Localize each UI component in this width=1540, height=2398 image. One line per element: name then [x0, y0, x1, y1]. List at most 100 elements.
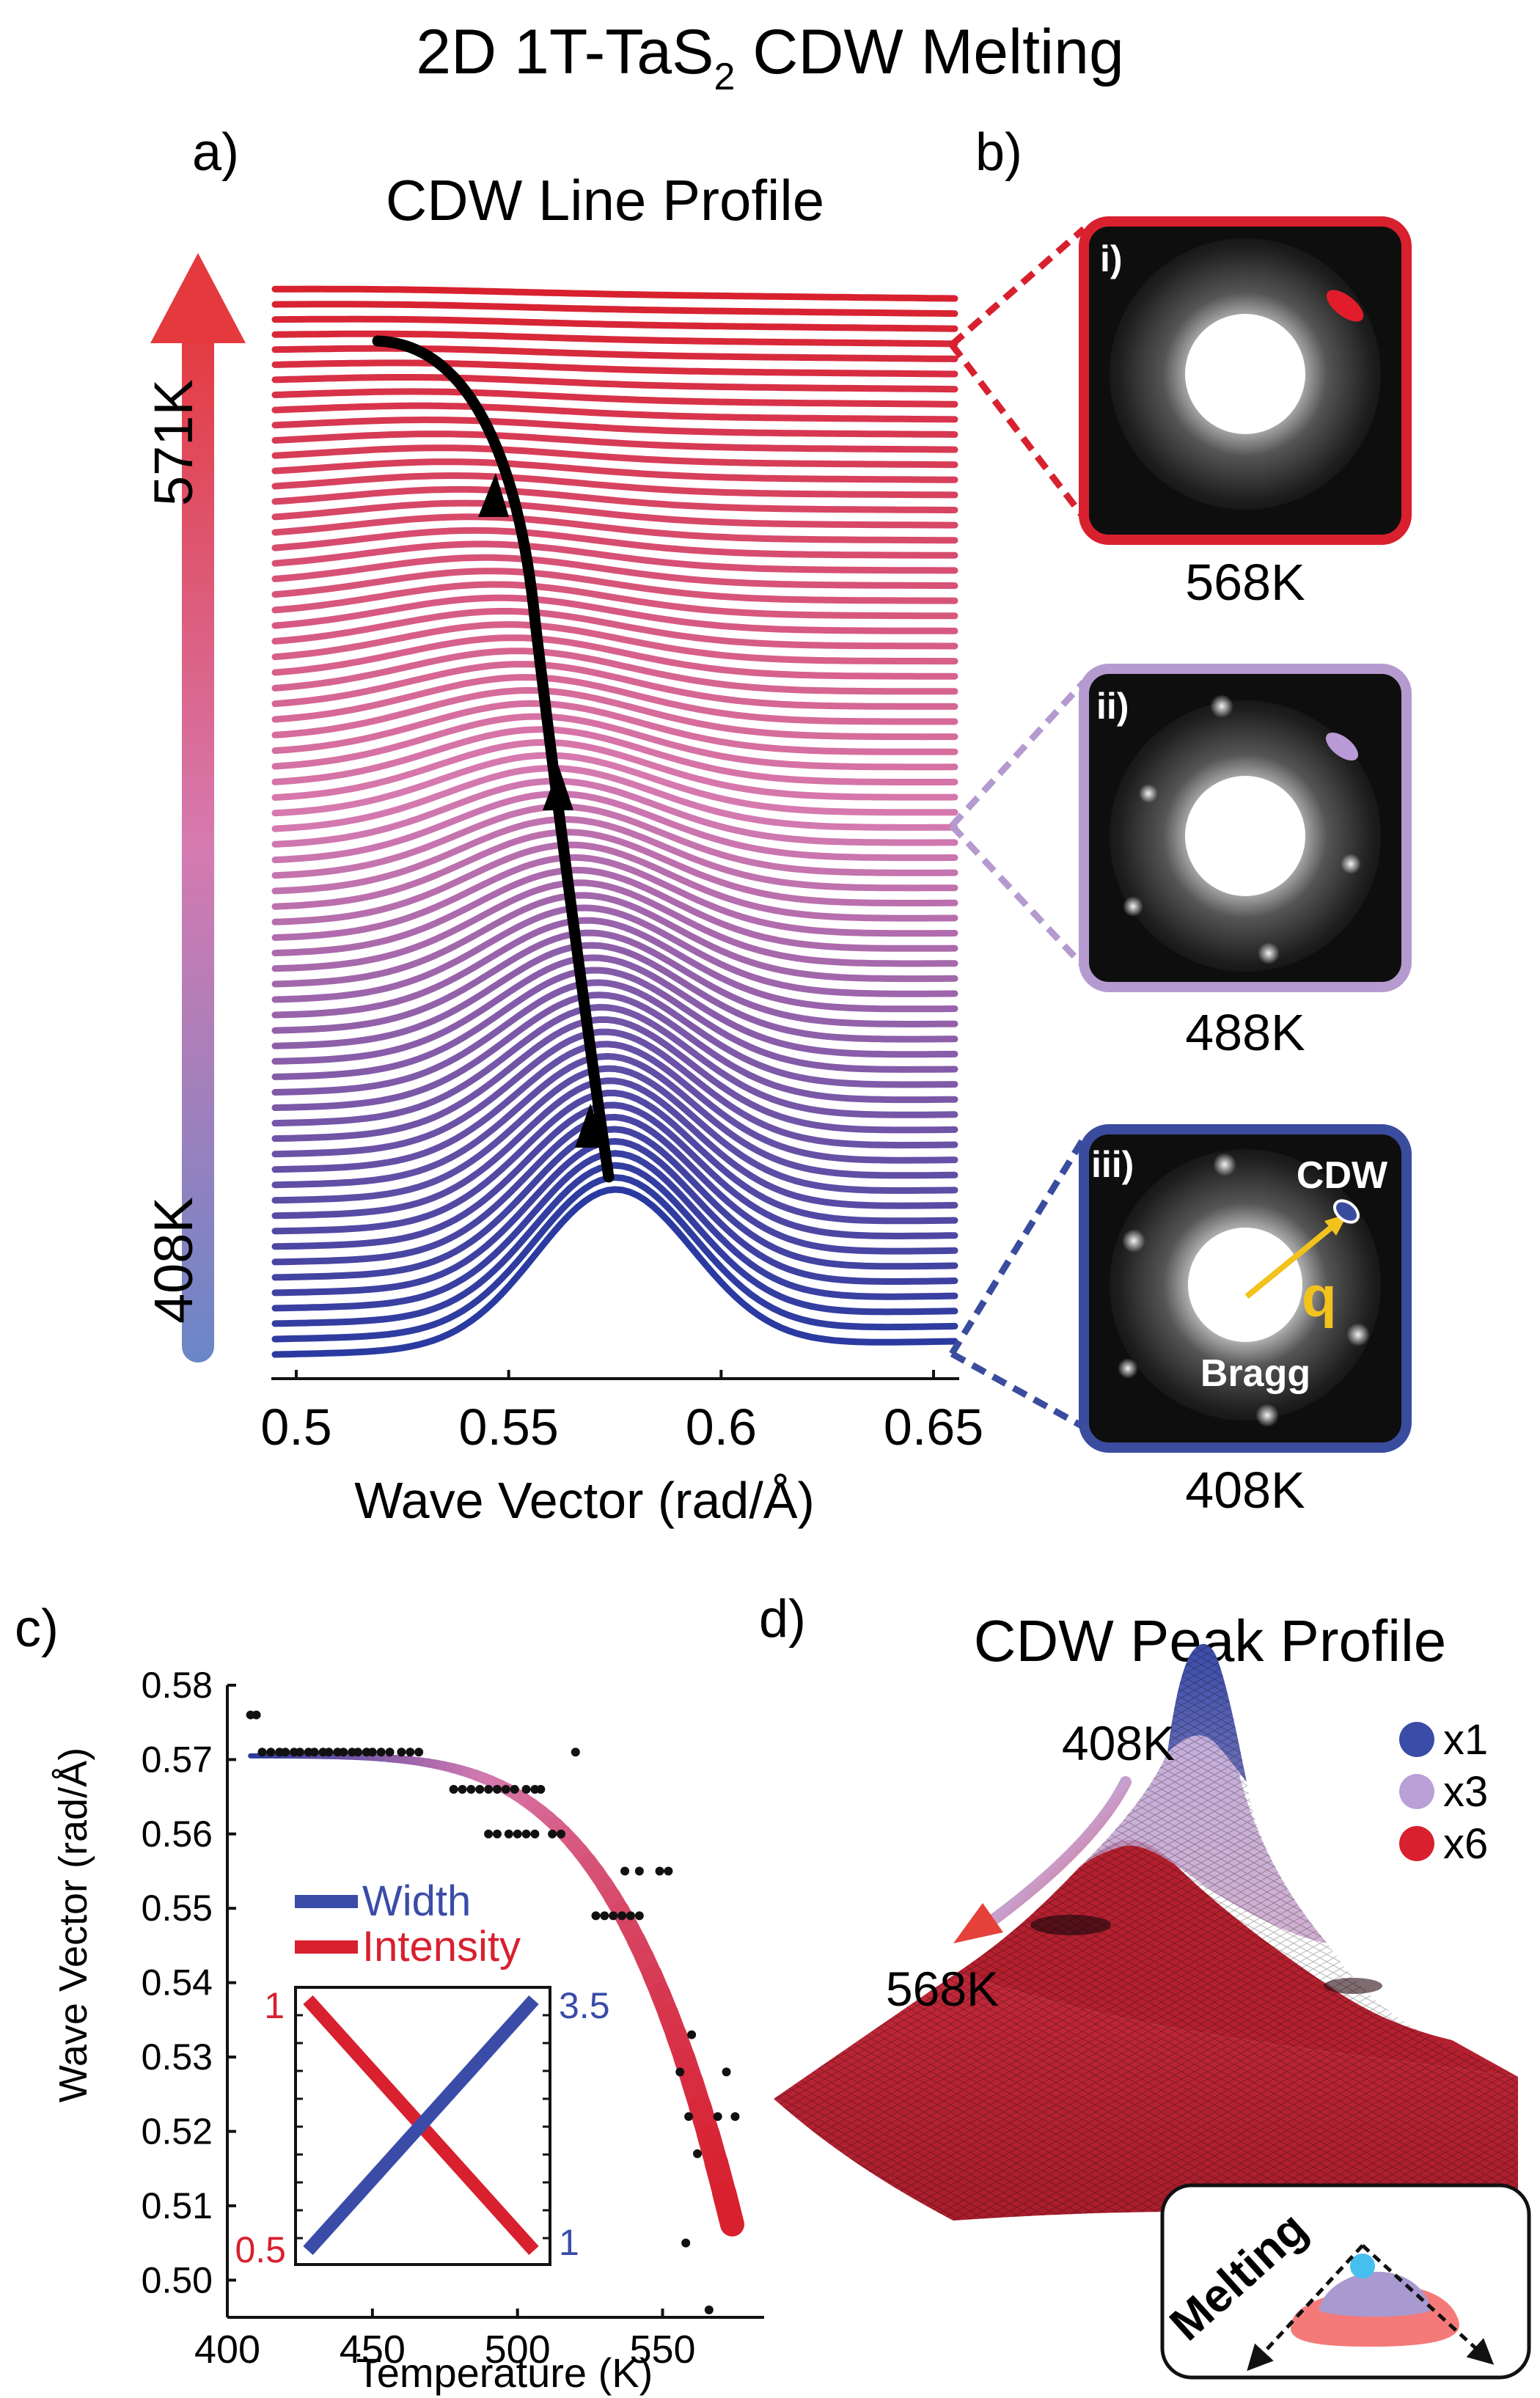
data-point: [449, 1784, 458, 1794]
data-point: [406, 1748, 415, 1757]
data-point: [536, 1784, 546, 1794]
data-point: [385, 1748, 395, 1757]
y-tick-label: 0.55: [142, 1888, 213, 1929]
frame-temp-408k: 408K: [1185, 1462, 1305, 1519]
x-tick-label: 0.55: [459, 1398, 559, 1456]
cdw-spot-488k: [1326, 732, 1358, 761]
panel-a-title: CDW Line Profile: [386, 168, 824, 232]
panel-b-letter: b): [975, 123, 1022, 182]
data-point: [655, 1866, 664, 1876]
svg-text:3.5: 3.5: [559, 1985, 610, 2026]
svg-text:1: 1: [559, 2222, 579, 2263]
line-profile: [271, 458, 958, 483]
line-profile: [271, 330, 958, 348]
x-tick-label: 500: [485, 2328, 551, 2372]
y-tick-label: 0.51: [142, 2185, 213, 2226]
frame-label-i: i): [1100, 238, 1123, 279]
data-point: [626, 1911, 635, 1921]
data-point: [295, 1748, 304, 1757]
melting-schematic-box: Melting: [1159, 2183, 1531, 2380]
line-profile: [271, 1028, 958, 1158]
data-point: [252, 1710, 261, 1720]
svg-text:Intensity: Intensity: [362, 1923, 521, 1970]
q-vector-label: q: [1302, 1264, 1337, 1329]
panel-c-xlabel: Temperature (K): [356, 2350, 653, 2396]
data-point: [353, 1748, 363, 1757]
panel-d-temp-end: 568K: [886, 1962, 999, 2016]
data-point: [521, 1829, 531, 1838]
line-profile: [271, 879, 958, 972]
panel-a-x-axis: 0.5 0.55 0.6 0.65: [260, 1370, 983, 1456]
y-tick-label: 0.58: [142, 1665, 213, 1706]
line-profile: [271, 1052, 958, 1189]
panel-d-temp-start: 408K: [1062, 1716, 1175, 1770]
data-point: [634, 1866, 644, 1876]
line-profile: [271, 1041, 958, 1173]
data-point: [557, 1829, 566, 1838]
inset-width-line: [303, 1995, 539, 2256]
line-profile: [271, 726, 958, 785]
trajectory-arrowheads: [478, 473, 606, 1148]
line-profile: [271, 444, 958, 469]
line-profile: [271, 568, 958, 604]
panel-c-inset: 1 0.5 3.5 1: [235, 1985, 609, 2270]
data-point: [414, 1748, 424, 1757]
x-tick-label: 450: [340, 2328, 406, 2372]
data-point: [257, 1748, 267, 1757]
data-point: [513, 1829, 522, 1838]
data-point: [466, 1784, 476, 1794]
line-profile: [271, 991, 958, 1111]
line-profile: [271, 540, 958, 574]
line-profile: [271, 1077, 958, 1220]
line-profile: [271, 634, 958, 680]
cdw-spot-408k: [1333, 1199, 1360, 1224]
data-point: [722, 2067, 731, 2077]
data-point: [376, 1748, 386, 1757]
line-profile: [271, 581, 958, 620]
x-tick-label: 550: [629, 2328, 695, 2372]
data-point: [281, 1748, 290, 1757]
line-profile: [271, 485, 958, 513]
line-profile: [271, 648, 958, 695]
line-profile: [271, 301, 958, 318]
line-profile: [271, 954, 958, 1065]
data-point: [530, 1829, 540, 1838]
line-profile: [271, 430, 958, 453]
line-profile: [271, 472, 958, 499]
line-profile: [271, 829, 958, 910]
data-point: [634, 1911, 644, 1921]
data-point: [458, 1784, 467, 1794]
line-profile: [271, 892, 958, 988]
line-profile: [271, 674, 958, 725]
line-profile: [271, 374, 958, 393]
line-profile: [271, 979, 958, 1096]
data-point: [687, 2030, 697, 2039]
data-point: [367, 1748, 377, 1757]
data-point: [510, 1784, 519, 1794]
line-profile: [271, 713, 958, 771]
data-point: [600, 1911, 609, 1921]
line-profile: [271, 1003, 958, 1127]
temperature-gradient-arrow: [150, 253, 246, 1363]
line-profile: [271, 777, 958, 848]
line-profile: [271, 803, 958, 879]
data-point: [591, 1911, 601, 1921]
cdw-spot-label: CDW: [1297, 1154, 1388, 1197]
data-point: [548, 1829, 557, 1838]
frame-label-ii: ii): [1096, 686, 1129, 727]
panel-a-letter: a): [192, 123, 239, 182]
data-point: [681, 2238, 691, 2248]
line-profile: [271, 1113, 958, 1266]
peak-surface-plot: [774, 1643, 1518, 2222]
data-point: [484, 1829, 494, 1838]
line-profile: [271, 904, 958, 1003]
data-point: [501, 1784, 510, 1794]
line-profile: [271, 1101, 958, 1250]
line-profile: [271, 1137, 958, 1297]
line-profile: [271, 527, 958, 559]
data-point: [339, 1748, 348, 1757]
line-profile: [271, 416, 958, 438]
frame-label-iii: iii): [1091, 1144, 1134, 1185]
panel-d-legend: x1 x3 x6: [1399, 1716, 1488, 1868]
